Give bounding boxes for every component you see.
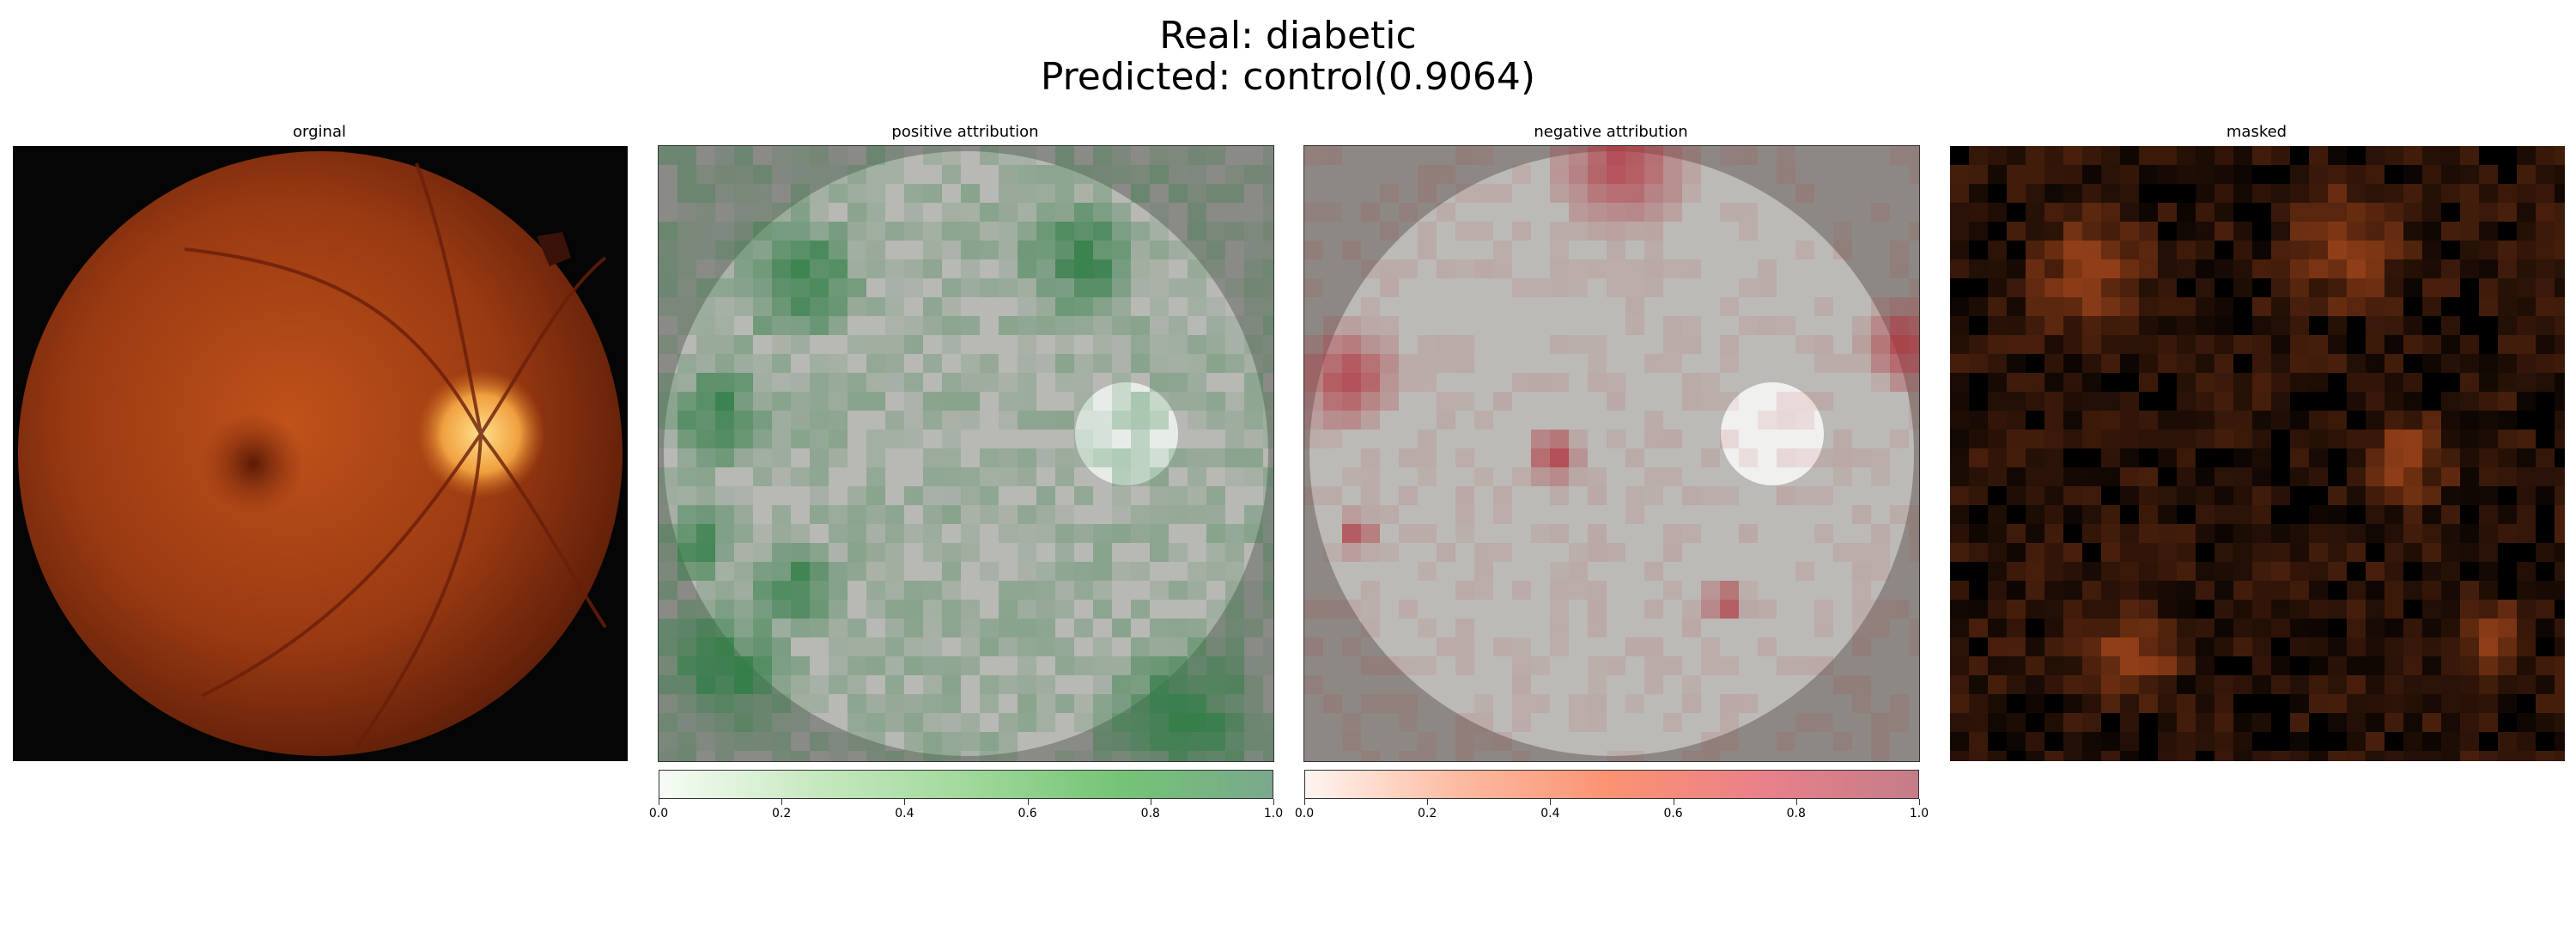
negative-attribution-image <box>1303 145 1920 762</box>
panel-title-negative: negative attribution <box>1534 123 1688 141</box>
fundus-icon <box>13 146 628 761</box>
positive-attribution-image <box>658 145 1274 762</box>
positive-colorbar-tick <box>781 799 783 805</box>
masked-image <box>1950 146 2565 761</box>
positive-colorbar <box>659 770 1273 799</box>
positive-colorbar-tick <box>1027 799 1029 805</box>
positive-colorbar-tick-label: 1.0 <box>1263 807 1284 820</box>
negative-colorbar-tick-label: 0.0 <box>1294 807 1315 820</box>
positive-colorbar-tick <box>1273 799 1274 805</box>
negative-colorbar-tick <box>1427 799 1429 805</box>
negative-colorbar-tick-label: 0.4 <box>1540 807 1560 820</box>
negative-colorbar-tick-label: 0.8 <box>1786 807 1806 820</box>
positive-colorbar-tick-label: 0.8 <box>1140 807 1160 820</box>
positive-colorbar-tick-label: 0.0 <box>648 807 669 820</box>
original-fundus-image <box>13 146 628 761</box>
negative-colorbar-tick <box>1795 799 1797 805</box>
positive-colorbar-tick-label: 0.2 <box>772 807 792 820</box>
negative-colorbar-tick <box>1919 799 1920 805</box>
positive-colorbar-tick <box>904 799 906 805</box>
positive-heatmap-icon <box>659 146 1273 761</box>
negative-colorbar-tick-label: 1.0 <box>1909 807 1929 820</box>
panel-title-original: orginal <box>293 123 346 141</box>
masked-fundus-icon <box>1950 146 2565 761</box>
panel-title-positive: positive attribution <box>891 123 1039 141</box>
negative-colorbar-tick-label: 0.6 <box>1663 807 1683 820</box>
positive-colorbar-tick-label: 0.4 <box>895 807 914 820</box>
negative-colorbar <box>1304 770 1919 799</box>
panel-title-masked: masked <box>2226 123 2287 141</box>
negative-colorbar-tick-label: 0.2 <box>1418 807 1437 820</box>
negative-heatmap-icon <box>1304 146 1919 761</box>
figure-title-real: Real: diabetic <box>1159 14 1417 58</box>
positive-colorbar-tick-label: 0.6 <box>1018 807 1037 820</box>
figure-title-predicted: Predicted: control(0.9064) <box>1040 55 1536 99</box>
negative-colorbar-tick <box>1550 799 1552 805</box>
negative-colorbar-tick <box>1304 799 1305 805</box>
